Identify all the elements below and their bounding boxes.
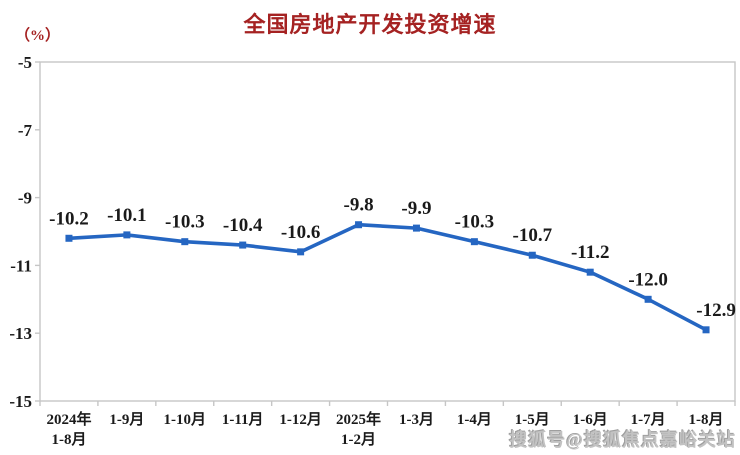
data-point-marker (181, 238, 189, 246)
data-point-marker (412, 224, 420, 232)
data-point-label: -9.8 (344, 195, 374, 216)
data-point-marker (470, 238, 478, 246)
data-point-marker (586, 268, 594, 276)
x-axis-label: 1-5月 (515, 411, 550, 428)
y-axis-tick-label: -11 (10, 256, 32, 275)
data-point-label: -10.2 (49, 208, 89, 229)
chart-title: 全国房地产开发投资增速 (243, 12, 497, 37)
x-axis-label: 1-10月 (164, 411, 207, 428)
x-axis-label: 1-2月 (341, 431, 376, 448)
watermark: 搜狐号@搜狐焦点嘉峪关站 (509, 430, 736, 450)
x-axis-label: 1-6月 (573, 411, 608, 428)
y-axis-tick-label: -5 (18, 53, 32, 72)
x-axis-label: 1-8月 (51, 431, 86, 448)
trend-line (68, 222, 707, 332)
data-point-label: -10.3 (455, 212, 495, 233)
data-point-marker (528, 251, 536, 259)
x-axis-label: 1-4月 (457, 411, 492, 428)
data-point-marker (123, 231, 131, 239)
data-point-marker (239, 241, 247, 249)
x-axis-label: 2024年 (46, 410, 91, 428)
x-axis-label: 1-8月 (689, 411, 724, 428)
data-point-marker (65, 234, 73, 242)
data-point-marker (297, 248, 305, 256)
data-point-marker (702, 326, 710, 334)
data-point-label: -12.9 (696, 300, 736, 321)
data-point-label: -10.4 (223, 215, 263, 236)
data-point-label: -9.9 (401, 198, 431, 219)
y-axis-tick-label: -9 (18, 189, 32, 208)
x-axis-label: 1-12月 (279, 411, 322, 428)
data-point-label: -10.6 (281, 222, 321, 243)
data-point-label: -10.1 (107, 205, 147, 226)
x-axis-label: 2025年 (336, 410, 381, 428)
y-axis-unit-label: （%） (15, 28, 61, 44)
x-axis-label: 1-3月 (399, 411, 434, 428)
data-point-label: -12.0 (628, 269, 668, 290)
data-point-label: -10.3 (165, 212, 205, 233)
data-point-label: -11.2 (571, 242, 610, 263)
x-axis-label: 1-7月 (631, 411, 666, 428)
data-point-marker (644, 295, 652, 303)
x-axis-label: 1-9月 (109, 411, 144, 428)
x-axis-label: 1-11月 (222, 411, 264, 428)
plot-border (39, 61, 736, 402)
data-point-label: -10.7 (513, 225, 553, 246)
y-axis-tick-label: -13 (9, 324, 32, 343)
data-point-marker (355, 221, 363, 229)
y-axis-tick-label: -15 (9, 392, 32, 411)
y-axis-tick-label: -7 (18, 121, 33, 140)
